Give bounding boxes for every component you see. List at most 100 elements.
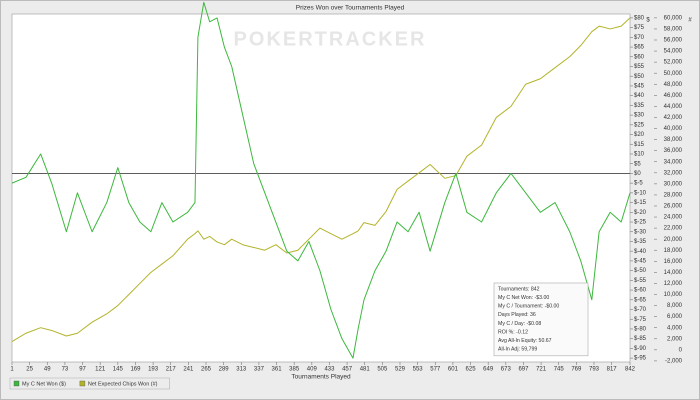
y2-tick-label: 14,000 [664,270,683,276]
y-tick-label: $40 [634,93,645,99]
x-tick-label: 553 [413,367,424,373]
stats-text: Days Played: 36 [498,312,536,318]
x-tick-label: 697 [518,367,529,373]
y-tick-label: $25 [634,122,645,128]
y2-tick-label: -2,000 [665,358,683,364]
legend-label: Net Expected Chips Won (#) [88,381,158,387]
y-tick-label: $10 [634,152,645,158]
y-tick-label: $-45 [634,258,647,264]
y2-tick-label: 0 [679,347,683,353]
x-tick-label: 193 [148,367,159,373]
x-tick-label: 649 [483,367,494,373]
y2-tick-label: 38,000 [664,137,683,143]
x-tick-label: 337 [254,367,265,373]
y-tick-label: $-90 [634,346,647,352]
x-tick-label: 385 [289,367,300,373]
y-tick-label: $80 [634,15,645,21]
y-tick-label: $50 [634,74,645,80]
x-tick-label: 217 [166,367,177,373]
y2-tick-label: 40,000 [664,126,683,132]
y-tick-label: $20 [634,132,645,138]
stats-text: Tournaments: 842 [498,286,540,292]
y-tick-label: $35 [634,103,645,109]
y-tick-label: $45 [634,84,645,90]
y2-tick-label: 34,000 [664,159,683,165]
x-tick-label: 625 [466,367,477,373]
x-tick-label: 601 [448,367,459,373]
watermark: POKERTRACKER [234,28,427,50]
y2-tick-label: 2,000 [667,336,683,342]
series-line [11,1,631,359]
legend-swatch [79,380,86,387]
y2-tick-label: 52,000 [664,60,683,66]
x-tick-label: 289 [219,367,230,373]
y-tick-label: $-25 [634,220,647,226]
chart-title: Prizes Won over Tournaments Played [296,5,405,12]
x-tick-label: 1 [10,367,14,373]
y-axis-title: $ [646,18,650,24]
series-line [11,17,631,342]
y-tick-label: $-15 [634,200,647,206]
legend-frame [9,377,170,390]
x-tick-label: 793 [589,367,600,373]
y2-tick-label: 42,000 [664,115,683,121]
y2-tick-label: 60,000 [664,15,683,21]
x-tick-label: 505 [377,367,388,373]
y-tick-label: $-75 [634,317,647,323]
y2-tick-label: 46,000 [664,93,683,99]
x-tick-label: 529 [395,367,406,373]
y2-tick-label: 54,000 [664,49,683,55]
y-tick-label: $-60 [634,288,647,294]
y2-axis-title: # [688,18,692,24]
y2-tick-label: 12,000 [664,281,683,287]
x-tick-label: 817 [607,367,618,373]
y-tick-label: $-85 [634,336,647,342]
y-tick-label: $0 [634,171,641,177]
y-tick-label: $-10 [634,190,647,196]
legend-label: My C Net Won ($) [22,381,66,387]
stats-text: My C Net Won: -$3.00 [498,295,549,301]
x-tick-label: 25 [26,367,33,373]
y-tick-label: $75 [634,25,645,31]
y-tick-label: $-40 [634,249,647,255]
y2-tick-label: 18,000 [664,248,683,254]
stats-text: All-In Adj: 59,799 [498,347,537,353]
stats-box [493,282,589,357]
x-tick-label: 145 [113,367,124,373]
y2-tick-label: 44,000 [664,104,683,110]
y2-tick-label: 24,000 [664,215,683,221]
x-tick-label: 73 [62,367,69,373]
x-axis-title: Tournaments Played [291,374,351,381]
y2-tick-label: 6,000 [667,314,683,320]
x-tick-label: 433 [324,367,335,373]
stats-text: ROI %: -0.12 [498,329,528,335]
x-tick-label: 481 [360,367,371,373]
x-tick-label: 457 [342,367,353,373]
y-tick-label: $15 [634,142,645,148]
x-tick-label: 769 [571,367,582,373]
y2-tick-label: 50,000 [664,71,683,77]
y-tick-label: $-30 [634,229,647,235]
y2-tick-label: 4,000 [667,325,683,331]
legend-swatch [13,380,20,387]
y2-tick-label: 30,000 [664,181,683,187]
y-tick-label: $-20 [634,210,647,216]
y2-tick-label: 10,000 [664,292,683,298]
y-tick-label: $-5 [634,181,643,187]
y2-tick-label: 22,000 [664,226,683,232]
x-tick-label: 313 [236,367,247,373]
x-tick-label: 673 [501,367,512,373]
y2-tick-label: 32,000 [664,170,683,176]
stats-text: My C / Tournament: -$0.00 [498,304,559,310]
y-tick-label: $5 [634,161,641,167]
x-tick-label: 745 [554,367,565,373]
y2-tick-label: 16,000 [664,259,683,265]
x-tick-label: 169 [130,367,141,373]
x-tick-label: 361 [272,367,283,373]
y2-tick-label: 8,000 [667,303,683,309]
y-tick-label: $30 [634,113,645,119]
y-tick-label: $-50 [634,268,647,274]
y-tick-label: $-80 [634,327,647,333]
